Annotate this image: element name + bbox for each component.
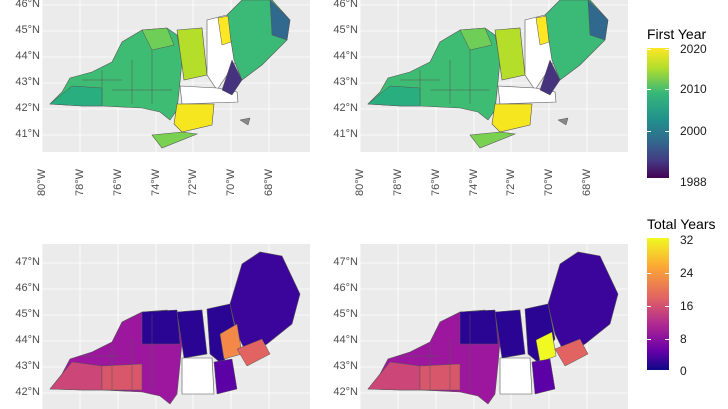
legend-label: 32 [680, 233, 694, 247]
region-maine [547, 251, 619, 355]
region-vermont [494, 309, 526, 359]
legend-title-total-years: Total Years [647, 216, 716, 232]
y-tick-label: 42°N [333, 102, 358, 114]
legend-label: 2000 [680, 124, 707, 138]
y-tick-label: 45°N [333, 308, 358, 320]
y-tick-label: 42°N [333, 386, 358, 398]
y-tick-label: 46°N [15, 0, 40, 10]
map-first-year-left [42, 0, 310, 152]
y-tick-label: 43°N [15, 360, 40, 372]
x-tick-label: 80°W [36, 168, 48, 196]
y-tick-label: 41°N [15, 128, 40, 140]
legend-colorbar-first-year [647, 48, 669, 178]
legend-label: 0 [680, 364, 687, 378]
x-tick-label: 72°W [187, 168, 199, 196]
map-total-years-right [360, 244, 628, 409]
y-tick-label: 44°N [333, 50, 358, 62]
legend-colorbar-total-years [647, 238, 669, 370]
y-tick-label: 44°N [333, 334, 358, 346]
map-panel-first-year-left [42, 0, 310, 152]
x-tick-label: 78°W [74, 168, 86, 196]
legend-label: 2010 [680, 82, 707, 96]
map-first-year-right [360, 0, 628, 152]
x-tick-label: 68°W [581, 168, 593, 196]
x-tick-label: 74°W [150, 168, 162, 196]
y-tick-label: 46°N [15, 282, 40, 294]
y-tick-label: 43°N [333, 76, 358, 88]
x-tick-label: 78°W [392, 168, 404, 196]
map-panel-total-years-left [42, 244, 310, 409]
x-tick-label: 72°W [505, 168, 517, 196]
y-tick-label: 43°N [15, 76, 40, 88]
y-tick-label: 45°N [15, 24, 40, 36]
y-tick-label: 45°N [15, 308, 40, 320]
legend-label: 24 [680, 266, 694, 280]
region-connecticut [491, 103, 533, 133]
region-vermont [176, 27, 208, 81]
legend-label: 16 [680, 299, 694, 313]
region-connecticut [173, 103, 215, 133]
region-maine [229, 251, 301, 355]
legend-label: 2020 [680, 42, 707, 56]
map-total-years-left [42, 244, 310, 409]
y-tick-label: 42°N [15, 102, 40, 114]
y-tick-label: 44°N [15, 50, 40, 62]
y-tick-label: 47°N [15, 256, 40, 268]
x-tick-label: 68°W [263, 168, 275, 196]
y-tick-label: 46°N [333, 0, 358, 10]
x-tick-label: 74°W [468, 168, 480, 196]
legend-title-first-year: First Year [647, 26, 707, 42]
y-tick-label: 43°N [333, 360, 358, 372]
x-tick-label: 70°W [543, 168, 555, 196]
map-panel-total-years-right [360, 244, 628, 409]
x-tick-label: 76°W [430, 168, 442, 196]
y-tick-label: 45°N [333, 24, 358, 36]
legend-label: 1988 [680, 175, 707, 189]
legend-label: 8 [680, 332, 687, 346]
y-tick-label: 46°N [333, 282, 358, 294]
y-tick-label: 42°N [15, 386, 40, 398]
y-tick-label: 41°N [333, 128, 358, 140]
map-panel-first-year-right [360, 0, 628, 152]
y-tick-label: 44°N [15, 334, 40, 346]
y-tick-label: 47°N [333, 256, 358, 268]
region-vermont [494, 27, 526, 81]
x-tick-label: 70°W [225, 168, 237, 196]
region-vermont [176, 309, 208, 359]
x-tick-label: 76°W [112, 168, 124, 196]
x-tick-label: 80°W [354, 168, 366, 196]
